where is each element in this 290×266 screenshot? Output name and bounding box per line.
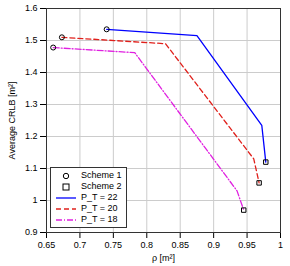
- svg-text:0.75: 0.75: [105, 240, 123, 250]
- html-text:P_T = 20: P_T = 20: [81, 203, 118, 213]
- svg-text:1.6: 1.6: [25, 3, 38, 13]
- svg-text:0.95: 0.95: [238, 240, 256, 250]
- svg-text:Average CRLB [m²]: Average CRLB [m²]: [7, 82, 17, 160]
- svg-text:0.9: 0.9: [207, 240, 220, 250]
- svg-text:1: 1: [32, 195, 37, 205]
- html-text:Scheme 2: Scheme 2: [81, 181, 122, 191]
- svg-text:1.2: 1.2: [25, 131, 38, 141]
- svg-text:0.8: 0.8: [141, 240, 154, 250]
- svg-text:ρ [m²]: ρ [m²]: [152, 253, 175, 263]
- html-text:Scheme 1: Scheme 1: [81, 170, 122, 180]
- svg-text:1.4: 1.4: [25, 67, 38, 77]
- svg-text:1.5: 1.5: [25, 35, 38, 45]
- svg-text:1.1: 1.1: [25, 163, 38, 173]
- svg-text:1.3: 1.3: [25, 99, 38, 109]
- svg-text:1: 1: [278, 240, 283, 250]
- html-text:P_T = 18: P_T = 18: [81, 214, 118, 224]
- svg-text:0.9: 0.9: [25, 227, 38, 237]
- html-text:P_T = 22: P_T = 22: [81, 192, 118, 202]
- svg-text:0.7: 0.7: [74, 240, 87, 250]
- svg-text:0.85: 0.85: [171, 240, 189, 250]
- svg-text:0.65: 0.65: [38, 240, 56, 250]
